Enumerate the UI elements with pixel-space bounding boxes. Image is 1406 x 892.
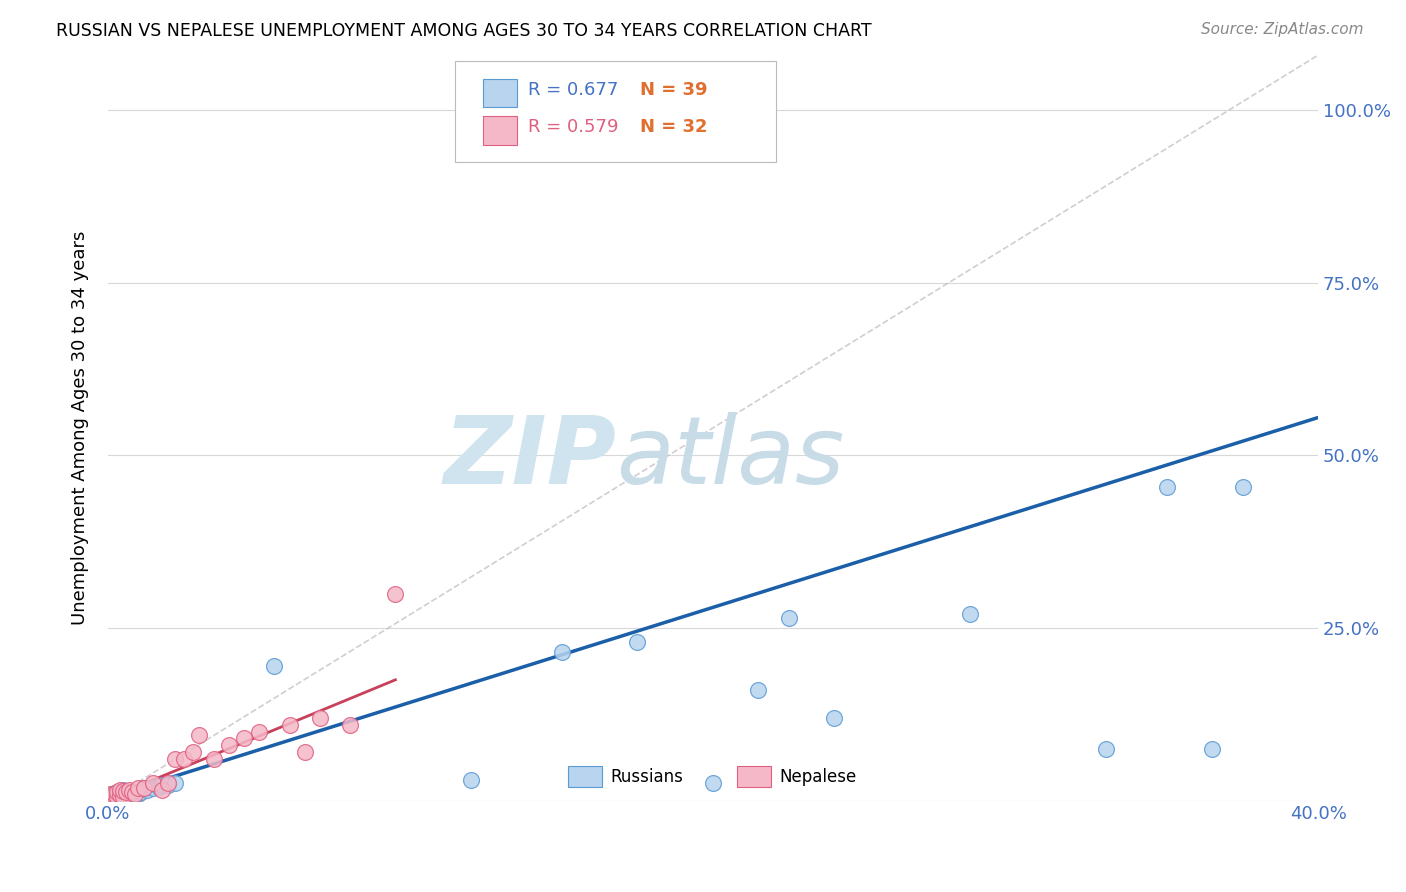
- Point: [112, 790, 135, 805]
- Point: [115, 790, 138, 805]
- Point: [152, 783, 174, 797]
- Text: N = 39: N = 39: [641, 81, 709, 99]
- Point: [339, 717, 361, 731]
- Point: [121, 790, 143, 805]
- Point: [460, 772, 482, 787]
- Point: [1201, 742, 1223, 756]
- Point: [136, 783, 159, 797]
- Point: [112, 787, 135, 801]
- Point: [100, 787, 122, 801]
- Point: [134, 781, 156, 796]
- Point: [105, 785, 128, 799]
- Text: R = 0.579: R = 0.579: [527, 119, 619, 136]
- Point: [294, 745, 316, 759]
- Point: [118, 790, 141, 805]
- Point: [384, 586, 406, 600]
- Point: [115, 785, 138, 799]
- Point: [118, 787, 141, 801]
- Point: [103, 787, 125, 801]
- Point: [108, 790, 131, 805]
- Point: [157, 779, 180, 793]
- Point: [112, 783, 135, 797]
- Point: [278, 717, 301, 731]
- Point: [129, 785, 152, 799]
- Point: [187, 728, 209, 742]
- Point: [112, 784, 135, 798]
- Point: [157, 776, 180, 790]
- Point: [127, 787, 149, 801]
- FancyBboxPatch shape: [737, 766, 770, 788]
- Point: [105, 790, 128, 805]
- Point: [108, 788, 131, 802]
- Point: [103, 790, 125, 805]
- Point: [134, 781, 156, 796]
- Point: [626, 635, 648, 649]
- Point: [105, 788, 128, 802]
- Text: Source: ZipAtlas.com: Source: ZipAtlas.com: [1201, 22, 1364, 37]
- Y-axis label: Unemployment Among Ages 30 to 34 years: Unemployment Among Ages 30 to 34 years: [72, 231, 89, 625]
- Point: [124, 785, 146, 799]
- Point: [181, 745, 204, 759]
- Point: [103, 787, 125, 801]
- Point: [778, 610, 800, 624]
- FancyBboxPatch shape: [484, 116, 517, 145]
- Point: [115, 787, 138, 801]
- Point: [142, 781, 165, 796]
- Text: Russians: Russians: [610, 768, 683, 786]
- Point: [124, 787, 146, 801]
- Point: [105, 790, 128, 805]
- Point: [823, 711, 845, 725]
- Point: [163, 776, 186, 790]
- Text: RUSSIAN VS NEPALESE UNEMPLOYMENT AMONG AGES 30 TO 34 YEARS CORRELATION CHART: RUSSIAN VS NEPALESE UNEMPLOYMENT AMONG A…: [56, 22, 872, 40]
- Text: R = 0.677: R = 0.677: [527, 81, 619, 99]
- Point: [112, 790, 135, 805]
- Point: [263, 659, 285, 673]
- Point: [108, 783, 131, 797]
- Point: [702, 776, 724, 790]
- Point: [202, 752, 225, 766]
- Point: [959, 607, 981, 622]
- Point: [173, 752, 195, 766]
- Point: [148, 780, 170, 794]
- Point: [163, 752, 186, 766]
- Text: N = 32: N = 32: [641, 119, 709, 136]
- Point: [1095, 742, 1118, 756]
- Point: [247, 724, 270, 739]
- Point: [121, 785, 143, 799]
- Point: [551, 645, 574, 659]
- Point: [747, 683, 769, 698]
- Point: [118, 783, 141, 797]
- FancyBboxPatch shape: [456, 62, 776, 161]
- Point: [108, 784, 131, 798]
- Text: ZIP: ZIP: [443, 412, 616, 504]
- Text: atlas: atlas: [616, 412, 845, 503]
- Point: [142, 776, 165, 790]
- Point: [152, 779, 174, 793]
- Point: [1156, 479, 1178, 493]
- Point: [308, 711, 330, 725]
- Point: [108, 787, 131, 801]
- Point: [100, 790, 122, 805]
- Point: [1232, 479, 1254, 493]
- FancyBboxPatch shape: [484, 79, 517, 107]
- Point: [127, 781, 149, 796]
- Point: [233, 731, 256, 746]
- Point: [100, 790, 122, 805]
- Point: [121, 787, 143, 801]
- Text: Nepalese: Nepalese: [779, 768, 856, 786]
- Point: [218, 739, 240, 753]
- Point: [105, 785, 128, 799]
- Point: [100, 787, 122, 801]
- Point: [103, 790, 125, 805]
- FancyBboxPatch shape: [568, 766, 602, 788]
